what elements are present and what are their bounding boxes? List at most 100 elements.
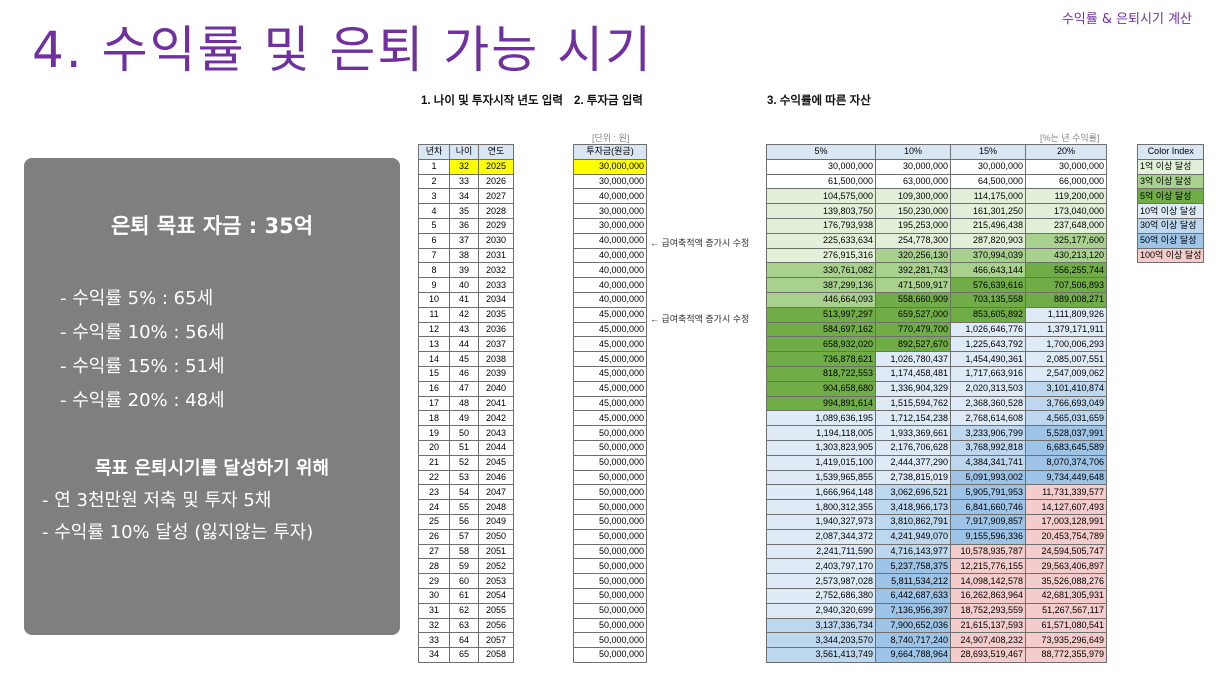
asset-cell-5: 1,419,015,100 (766, 454, 876, 471)
table-row: 50,000,000 (573, 647, 647, 663)
year-cell: 2037 (478, 336, 514, 353)
header-investment: 투자금(원금) (573, 144, 647, 160)
rate-result-15: - 수익률 15% : 51세 (60, 356, 225, 377)
age-cell: 59 (449, 558, 479, 575)
table-row: 40,000,000 (573, 247, 647, 264)
asset-cell-10: 7,900,652,036 (875, 617, 951, 634)
age-cell: 64 (449, 632, 479, 649)
investment-cell: 30,000,000 (573, 203, 647, 219)
asset-cell-15: 466,643,144 (950, 262, 1026, 279)
year-cell: 2027 (478, 188, 514, 205)
year-count-cell: 14 (418, 351, 450, 367)
retirement-goal: 은퇴 목표 자금 : 35억 (110, 214, 314, 238)
asset-cell-5: 2,940,320,699 (766, 602, 876, 619)
investment-cell: 50,000,000 (573, 499, 647, 515)
asset-cell-5: 139,803,750 (766, 203, 876, 219)
age-cell: 41 (449, 291, 479, 308)
asset-cell-20: 1,379,171,911 (1025, 321, 1107, 338)
asset-cell-10: 63,000,000 (875, 173, 951, 190)
asset-cell-5: 736,878,621 (766, 351, 876, 367)
rate-result-5: - 수익률 5% : 65세 (60, 288, 214, 309)
investment-cell: 50,000,000 (573, 647, 647, 663)
asset-cell-5: 904,658,680 (766, 380, 876, 397)
asset-cell-10: 1,336,904,329 (875, 380, 951, 397)
asset-cell-20: 1,111,809,926 (1025, 306, 1107, 323)
legend-item-30: 30억 이상 달성 (1136, 217, 1205, 234)
year-count-cell: 1 (418, 158, 450, 175)
table-row: 29 60 2053 (418, 573, 514, 589)
table-row: 50,000,000 (573, 513, 647, 530)
asset-cell-5: 1,666,964,148 (766, 484, 876, 501)
table-row: 994,891,614 1,515,594,762 2,368,360,528 3,7… (766, 395, 1107, 412)
table-row: 26 57 2050 (418, 528, 514, 545)
asset-cell-10: 1,515,594,762 (875, 395, 951, 412)
year-count-cell: 6 (418, 232, 450, 249)
age-cell: 62 (449, 602, 479, 619)
investment-cell: 50,000,000 (573, 425, 647, 441)
asset-cell-5: 2,087,344,372 (766, 528, 876, 545)
table-row: 21 52 2045 (418, 454, 514, 471)
table-row: 446,664,093 558,660,909 703,135,558 889,008… (766, 291, 1107, 308)
legend-item-1: 1억 이상 달성 (1136, 158, 1205, 175)
year-cell: 2033 (478, 277, 514, 293)
age-cell: 49 (449, 410, 479, 427)
asset-cell-15: 370,994,039 (950, 247, 1026, 264)
asset-cell-5: 658,932,020 (766, 336, 876, 353)
asset-cell-20: 119,200,000 (1025, 188, 1107, 205)
age-cell: 53 (449, 469, 479, 486)
legend-item-100: 100억 이상 달성 (1136, 247, 1205, 264)
asset-cell-15: 14,098,142,578 (950, 573, 1026, 589)
year-count-cell: 26 (418, 528, 450, 545)
asset-cell-20: 6,683,645,589 (1025, 439, 1107, 456)
asset-cell-15: 2,020,313,503 (950, 380, 1026, 397)
table-row: 50,000,000 (573, 587, 647, 604)
investment-cell: 40,000,000 (573, 291, 647, 308)
year-cell: 2054 (478, 587, 514, 604)
year-count-cell: 22 (418, 469, 450, 486)
asset-cell-5: 513,997,297 (766, 306, 876, 323)
age-cell: 42 (449, 306, 479, 323)
table-row: 658,932,020 892,527,670 1,225,643,792 1,700… (766, 336, 1107, 353)
table-row: 40,000,000 (573, 188, 647, 205)
asset-cell-20: 51,267,567,117 (1025, 602, 1107, 619)
asset-cell-5: 446,664,093 (766, 291, 876, 308)
asset-cell-5: 1,800,312,355 (766, 499, 876, 515)
table-row: 2 33 2026 (418, 173, 514, 190)
asset-cell-20: 3,766,693,049 (1025, 395, 1107, 412)
year-count-cell: 12 (418, 321, 450, 338)
investment-cell: 50,000,000 (573, 587, 647, 604)
rate-result-10: - 수익률 10% : 56세 (60, 322, 225, 343)
asset-cell-5: 1,089,636,195 (766, 410, 876, 427)
asset-cell-5: 3,137,336,734 (766, 617, 876, 634)
year-count-cell: 18 (418, 410, 450, 427)
legend-title: Color Index (1136, 144, 1205, 160)
age-cell: 40 (449, 277, 479, 293)
table-row: 14 45 2038 (418, 351, 514, 367)
year-cell: 2055 (478, 602, 514, 619)
investment-cell: 30,000,000 (573, 173, 647, 190)
asset-table: 5% 10% 15% 20% 30,000,000 30,000,000 30,00… (766, 144, 1107, 663)
table-row: 12 43 2036 (418, 321, 514, 338)
year-count-cell: 32 (418, 617, 450, 634)
annotation-salary-2: ← 급여축적액 증가시 수정 (650, 314, 750, 324)
table-row: 1,800,312,355 3,418,966,173 6,841,660,746 1… (766, 499, 1107, 515)
asset-cell-20: 2,547,009,062 (1025, 365, 1107, 382)
table-row: 19 50 2043 (418, 425, 514, 441)
asset-cell-5: 584,697,162 (766, 321, 876, 338)
age-cell: 33 (449, 173, 479, 190)
asset-cell-15: 1,717,663,916 (950, 365, 1026, 382)
age-cell: 45 (449, 351, 479, 367)
table-row: 904,658,680 1,336,904,329 2,020,313,503 3,1… (766, 380, 1107, 397)
year-cell: 2058 (478, 647, 514, 663)
asset-cell-15: 64,500,000 (950, 173, 1026, 190)
age-cell: 44 (449, 336, 479, 353)
table-row: 50,000,000 (573, 439, 647, 456)
year-count-cell: 17 (418, 395, 450, 412)
investment-cell: 50,000,000 (573, 513, 647, 530)
table-row: 22 53 2046 (418, 469, 514, 486)
header-rate-10: 10% (875, 144, 951, 160)
asset-cell-15: 24,907,408,232 (950, 632, 1026, 649)
age-cell: 56 (449, 513, 479, 530)
table-row: 513,997,297 659,527,000 853,605,892 1,111,8… (766, 306, 1107, 323)
asset-cell-10: 3,062,696,521 (875, 484, 951, 501)
